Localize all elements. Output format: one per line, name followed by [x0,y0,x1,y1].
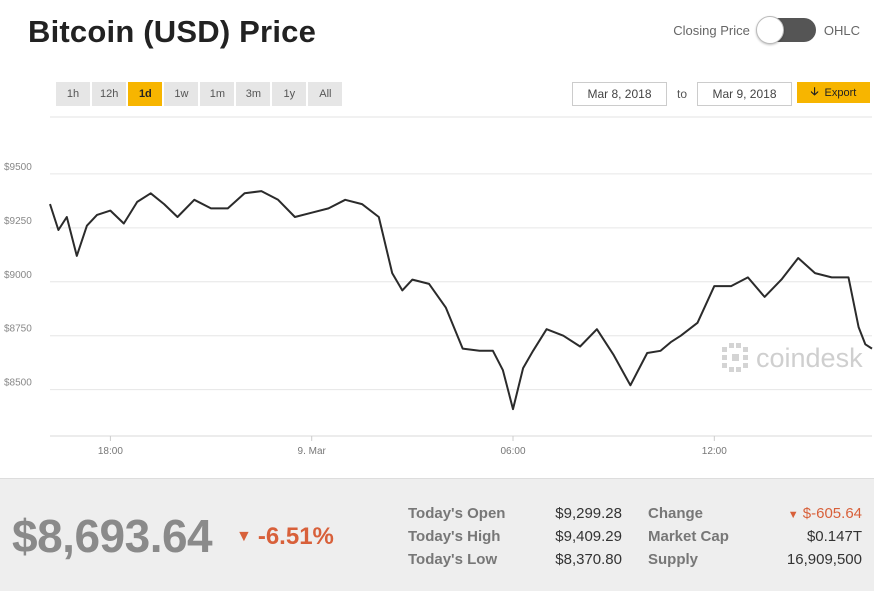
y-tick-label: $9500 [4,162,32,173]
supply-label: Supply [648,551,699,568]
range-button-1d[interactable]: 1d [128,82,163,106]
range-button-1y[interactable]: 1y [272,82,307,106]
y-axis-labels: $9500 $9250 $9000 $8750 $8500 [4,162,32,389]
coindesk-logo-icon [722,343,748,372]
export-button[interactable]: 🡣 Export [797,82,870,103]
grid-lines [50,173,872,391]
end-date-input[interactable]: Mar 9, 2018 [697,82,792,106]
closing-price-label: Closing Price [673,22,750,38]
range-button-1m[interactable]: 1m [200,82,235,106]
range-button-all[interactable]: All [308,82,343,106]
change-down-triangle-icon: ▼ [787,509,799,521]
date-range: Mar 8, 2018 to Mar 9, 2018 [571,82,792,106]
today-low-label: Today's Low [408,551,498,568]
toggle-knob[interactable] [755,16,784,44]
page-title: Bitcoin (USD) Price [28,14,317,49]
x-tick-label: 9. Mar [298,446,327,457]
toggle-switch[interactable] [755,16,816,44]
y-tick-label: $8750 [4,324,32,335]
x-tick-label: 06:00 [500,446,525,457]
summary-bar: $8,693.64 ▼ -6.51% Today's Open $9,299.2… [0,478,874,591]
range-button-1h[interactable]: 1h [56,82,90,106]
export-label: Export [824,86,857,99]
x-tick-label: 18:00 [98,446,123,457]
price-chart[interactable]: $9500 $9250 $9000 $8750 $8500 18:00 9. Mar 06:… [0,110,874,476]
today-open-value: $9,299.28 [555,505,622,522]
today-low-value: $8,370.80 [555,551,622,568]
start-date-input[interactable]: Mar 8, 2018 [571,82,667,106]
watermark-text: coindesk [756,343,863,373]
price-mode-toggle[interactable]: Closing Price OHLC [673,16,860,44]
x-tick-label: 12:00 [702,446,727,457]
y-tick-label: $9000 [4,270,32,281]
market-cap-value: $0.147T [806,528,862,545]
series-line-btc-price [49,190,873,411]
range-button-12h[interactable]: 12h [92,82,127,106]
change-label: Change [648,505,704,522]
y-tick-label: $9250 [4,216,32,227]
today-high-value: $9,409.29 [555,528,622,545]
down-triangle-icon: ▼ [236,528,252,545]
y-tick-label: $8500 [4,378,32,389]
download-arrow-icon: 🡣 [810,86,819,98]
current-price: $8,693.64 [12,510,213,562]
today-open-label: Today's Open [408,505,506,522]
ohlc-label: OHLC [823,22,860,38]
range-button-3m[interactable]: 3m [236,82,271,106]
percent-change-value: -6.51% [257,523,334,550]
change-value: ▼ $-605.64 [752,505,862,522]
x-axis: 18:00 9. Mar 06:00 12:00 [50,435,872,457]
range-button-1w[interactable]: 1w [164,82,199,106]
coindesk-watermark: coindesk [722,343,863,373]
today-high-label: Today's High [408,528,501,545]
change-amount: $-605.64 [802,505,862,522]
time-range-selector: 1h 12h 1d 1w 1m 3m 1y All [56,82,343,106]
percent-change: ▼ -6.51% [236,523,334,551]
market-cap-label: Market Cap [648,528,729,545]
date-range-separator: to [676,87,687,101]
supply-value: 16,909,500 [786,551,862,568]
